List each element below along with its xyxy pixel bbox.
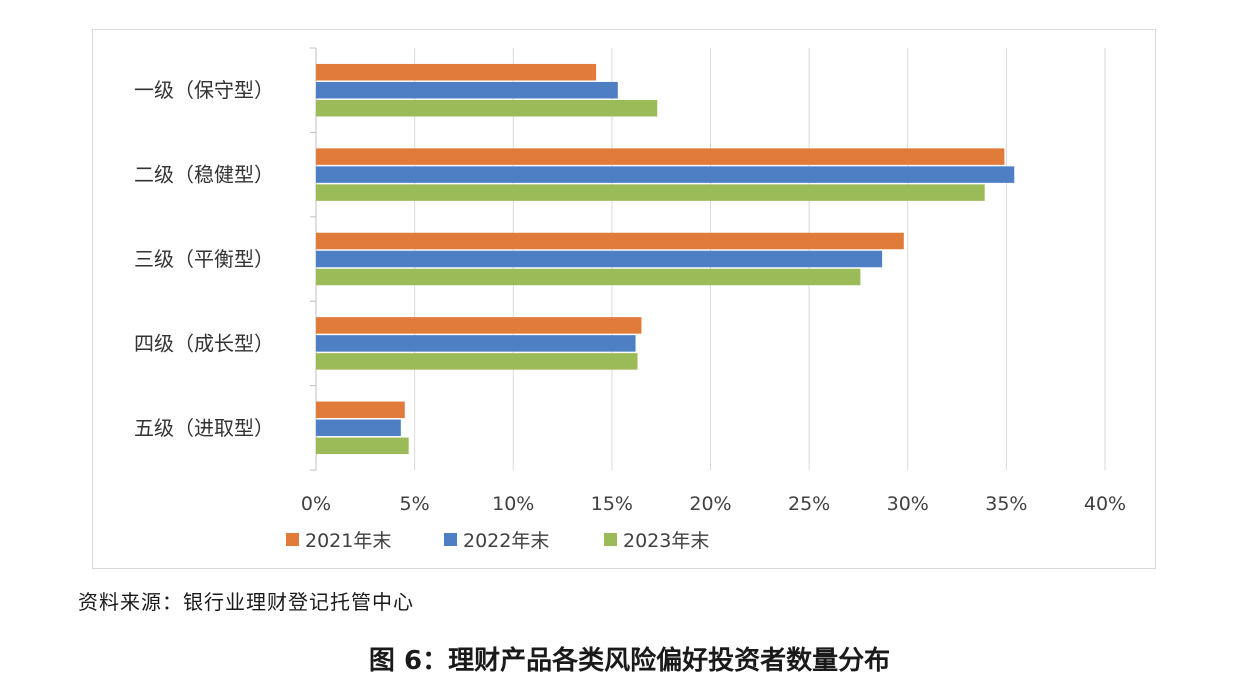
chart-frame [92,29,1156,569]
bar [316,232,904,250]
x-tick-label: 5% [400,493,430,515]
bars [316,63,1015,455]
x-tick-labels: 0% 5% 10% 15% 20% 25% 30% 35% 40% [301,493,1126,515]
source-note: 资料来源：银行业理财登记托管中心 [78,590,414,614]
legend: 2021年末 2022年末 2023年末 [286,530,709,552]
x-tick-label: 10% [492,493,534,515]
bar [316,81,618,99]
category-axis [310,47,317,471]
legend-label: 2023年末 [623,530,709,552]
category-labels: 一级（保守型） 二级（稳健型） 三级（平衡型） 四级（成长型） 五级（进取型） [134,78,274,440]
bar [316,148,1005,165]
bar [316,250,883,268]
category-label: 二级（稳健型） [134,163,274,187]
category-label: 三级（平衡型） [134,247,274,271]
figure-title: 图 6：理财产品各类风险偏好投资者数量分布 [368,646,891,676]
legend-swatch [444,533,457,546]
bar [316,268,861,286]
bar [316,353,638,370]
legend-swatch [286,533,299,546]
legend-swatch [604,533,617,546]
category-label: 五级（进取型） [134,416,274,440]
x-tick-label: 20% [689,493,731,515]
bar [316,63,597,81]
x-tick-label: 30% [887,493,929,515]
legend-label: 2022年末 [463,530,549,552]
x-tick-label: 15% [591,493,633,515]
bar [316,166,1015,183]
x-tick-label: 25% [788,493,830,515]
bar [316,99,658,117]
bar [316,184,985,201]
bar [316,401,405,419]
bar [316,335,636,352]
x-tick-label: 40% [1084,493,1126,515]
x-tick-label: 35% [985,493,1027,515]
category-label: 四级（成长型） [134,331,274,355]
category-label: 一级（保守型） [134,78,274,102]
bar [316,437,409,455]
legend-label: 2021年末 [305,530,391,552]
bar [316,419,401,437]
x-tick-label: 0% [301,493,331,515]
bar [316,317,642,334]
